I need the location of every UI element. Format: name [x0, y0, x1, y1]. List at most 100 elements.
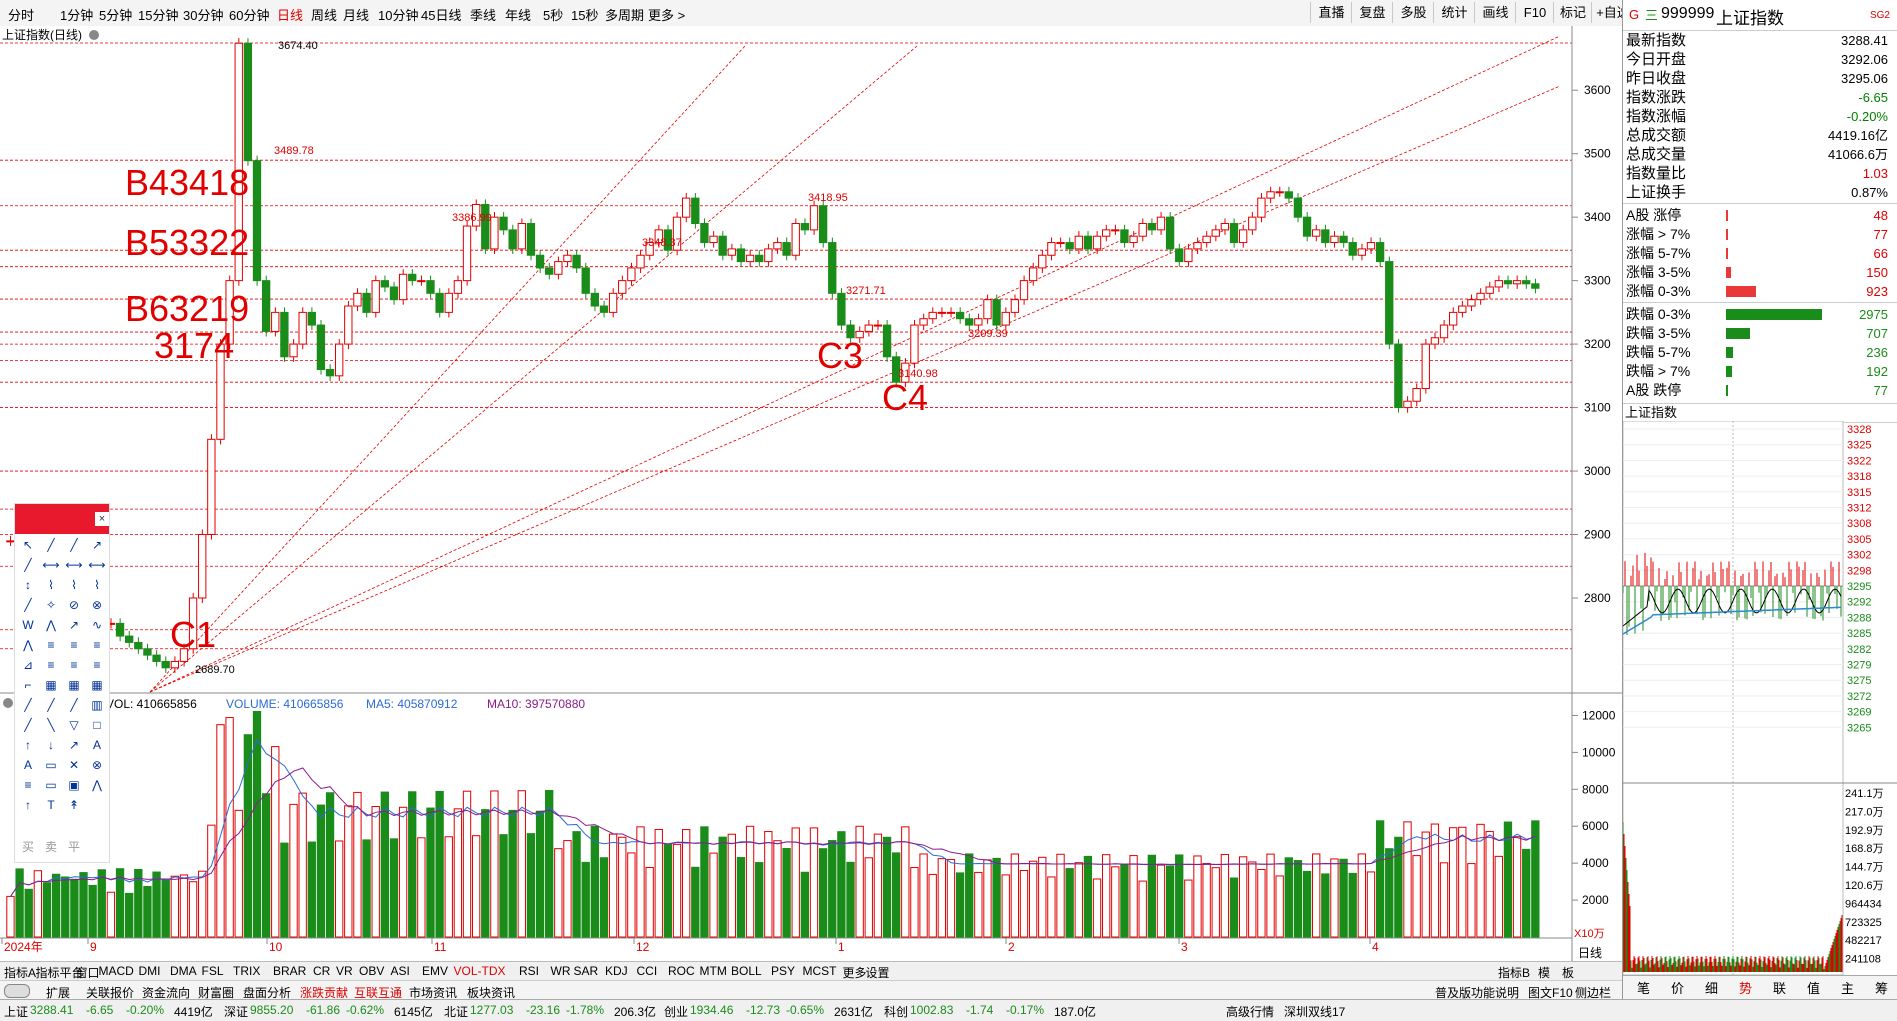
info-tab-2[interactable]: 资金流向 — [142, 986, 191, 1000]
indicator-tab-22[interactable]: BOLL — [731, 964, 762, 978]
indicator-tab-10[interactable]: VR — [336, 964, 353, 978]
period-12[interactable]: 年线 — [505, 8, 532, 23]
period-4[interactable]: 30分钟 — [183, 8, 224, 23]
indicator-tab-2[interactable]: 窗口 — [75, 966, 100, 980]
indicator-tab-20[interactable]: ROC — [668, 964, 695, 978]
info-tab-8[interactable]: 板块资讯 — [467, 986, 516, 1000]
menu-icon[interactable]: 三 — [1645, 8, 1659, 23]
right-tab-1[interactable]: 价 — [1671, 981, 1685, 996]
indicator-tab-1[interactable]: 指标平台 — [35, 966, 84, 980]
period-10[interactable]: 45日线 — [421, 8, 462, 23]
top-tool-5[interactable]: F10 — [1515, 2, 1554, 23]
drawing-tool-icon-30[interactable]: ▦ — [68, 678, 80, 692]
drawing-tool-icon-54[interactable]: ↟ — [68, 798, 80, 812]
drawing-tool-icon-24[interactable]: ⊿ — [22, 658, 34, 672]
right-tab-3[interactable]: 势 — [1739, 981, 1753, 996]
indicator-tab-19[interactable]: CCI — [636, 964, 658, 978]
drawing-tool-icon-45[interactable]: ▭ — [45, 758, 57, 772]
feature-note-link[interactable]: 普及版功能说明 — [1435, 986, 1520, 1000]
drawing-tool-icon-42[interactable]: ↗ — [68, 738, 80, 752]
indicator-tab-23[interactable]: PSY — [771, 964, 796, 978]
drawing-tool-icon-52[interactable]: ↑ — [25, 798, 31, 812]
drawing-tool-icon-44[interactable]: A — [23, 758, 32, 772]
drawing-tool-icon-1[interactable]: ╱ — [47, 538, 55, 552]
info-tab-7[interactable]: 市场资讯 — [409, 986, 458, 1000]
shenzhen-line[interactable]: 深圳双线17 — [1284, 1005, 1346, 1019]
drawing-tool-icon-35[interactable]: ▥ — [91, 698, 103, 712]
indicator-right-0[interactable]: 指标B — [1498, 966, 1531, 980]
trade-icon-1[interactable]: 卖 — [44, 840, 57, 854]
top-tool-6[interactable]: 标记 — [1553, 2, 1592, 23]
drawing-tool-icon-25[interactable]: ≡ — [47, 658, 55, 672]
drawing-tool-icon-39[interactable]: □ — [93, 718, 101, 732]
drawing-tool-icon-11[interactable]: ⌇ — [94, 578, 100, 592]
indicator-right-2[interactable]: 板 — [1562, 966, 1575, 980]
indicator-tab-25[interactable]: 更多 — [842, 966, 867, 980]
drawing-tool-icon-12[interactable]: ╱ — [24, 598, 32, 612]
info-tab-0[interactable]: 扩展 — [46, 986, 71, 1000]
indicator-tab-15[interactable]: RSI — [519, 964, 540, 978]
drawing-tool-icon-47[interactable]: ⊗ — [91, 758, 103, 772]
drawing-tool-icon-3[interactable]: ↗ — [91, 538, 103, 552]
period-7[interactable]: 周线 — [311, 8, 338, 23]
drawing-tool-icon-13[interactable]: ✧ — [45, 598, 57, 612]
drawing-tool-icon-33[interactable]: ╱ — [47, 698, 55, 712]
drawing-tool-icon-37[interactable]: ╲ — [47, 718, 55, 732]
drawing-tool-icon-29[interactable]: ▦ — [45, 678, 57, 692]
drawing-tool-icon-15[interactable]: ⊗ — [91, 598, 103, 612]
drawing-tool-icon-27[interactable]: ≡ — [93, 658, 101, 672]
drawing-tool-icon-7[interactable]: ⟷ — [88, 558, 106, 572]
drawing-tool-icon-16[interactable]: W — [22, 618, 34, 632]
indicator-tab-8[interactable]: BRAR — [273, 964, 307, 978]
period-9[interactable]: 10分钟 — [378, 8, 419, 23]
drawing-tool-icon-18[interactable]: ↗ — [68, 618, 80, 632]
drawing-tool-icon-9[interactable]: ⌇ — [48, 578, 54, 592]
indicator-tab-5[interactable]: DMA — [170, 964, 197, 978]
drawing-tool-icon-48[interactable]: ≡ — [24, 778, 32, 792]
top-tool-2[interactable]: 多股 — [1392, 2, 1434, 23]
info-tab-5[interactable]: 涨跌贡献 — [300, 986, 349, 1000]
trade-icon-2[interactable]: 平 — [67, 840, 80, 854]
drawing-tool-icon-17[interactable]: ⋀ — [46, 618, 56, 632]
intraday-chart[interactable]: 3328 3325 3322 3318 3315 3312 3308 3305 3302 3298… — [1623, 421, 1897, 975]
indicator-tab-16[interactable]: WR — [550, 964, 571, 978]
drawing-tool-icon-50[interactable]: ▣ — [68, 778, 80, 792]
indicator-tab-13[interactable]: EMV — [422, 964, 449, 978]
drawing-tool-icon-4[interactable]: ╱ — [24, 558, 32, 572]
period-16[interactable]: 更多 > — [648, 8, 686, 23]
indicator-tab-3[interactable]: MACD — [98, 964, 134, 978]
period-3[interactable]: 15分钟 — [138, 8, 179, 23]
indicator-tab-17[interactable]: SAR — [573, 964, 599, 978]
indicator-tab-21[interactable]: MTM — [699, 964, 727, 978]
drawing-tool-icon-20[interactable]: ⋀ — [23, 638, 33, 652]
drawing-tool-icon-43[interactable]: A — [92, 738, 101, 752]
top-tool-4[interactable]: 画线 — [1474, 2, 1516, 23]
right-tab-0[interactable]: 笔 — [1637, 981, 1651, 996]
info-tab-6[interactable]: 互联互通 — [354, 986, 403, 1000]
indicator-tab-9[interactable]: CR — [313, 964, 331, 978]
drawing-tool-icon-51[interactable]: ⋀ — [92, 778, 102, 792]
period-2[interactable]: 5分钟 — [99, 8, 133, 23]
drawing-tool-icon-14[interactable]: ⊘ — [68, 598, 80, 612]
drawing-tool-icon-34[interactable]: ╱ — [70, 698, 78, 712]
index-name[interactable]: 北证 — [444, 1005, 469, 1019]
top-tool-3[interactable]: 统计 — [1433, 2, 1475, 23]
drawing-tool-icon-0[interactable]: ↖ — [22, 538, 34, 552]
indicator-tab-12[interactable]: ASI — [390, 964, 410, 978]
period-14[interactable]: 15秒 — [571, 8, 599, 23]
top-tool-1[interactable]: 复盘 — [1351, 2, 1393, 23]
drawing-tool-icon-32[interactable]: ╱ — [24, 698, 32, 712]
info-tab-3[interactable]: 财富圈 — [198, 986, 235, 1000]
drawing-tool-icon-36[interactable]: ╱ — [24, 718, 32, 732]
drawing-tool-icon-21[interactable]: ≡ — [47, 638, 55, 652]
period-8[interactable]: 月线 — [343, 8, 370, 23]
period-11[interactable]: 季线 — [470, 8, 497, 23]
info-tab-1[interactable]: 关联报价 — [86, 986, 135, 1000]
drawing-tool-icon-6[interactable]: ⟷ — [65, 558, 83, 572]
drawing-tool-icon-22[interactable]: ≡ — [70, 638, 78, 652]
indicator-tab-11[interactable]: OBV — [359, 964, 385, 978]
drawing-tool-icon-28[interactable]: ⌐ — [24, 678, 32, 692]
top-tool-0[interactable]: 直播 — [1310, 2, 1352, 23]
indicator-tab-6[interactable]: FSL — [201, 964, 224, 978]
